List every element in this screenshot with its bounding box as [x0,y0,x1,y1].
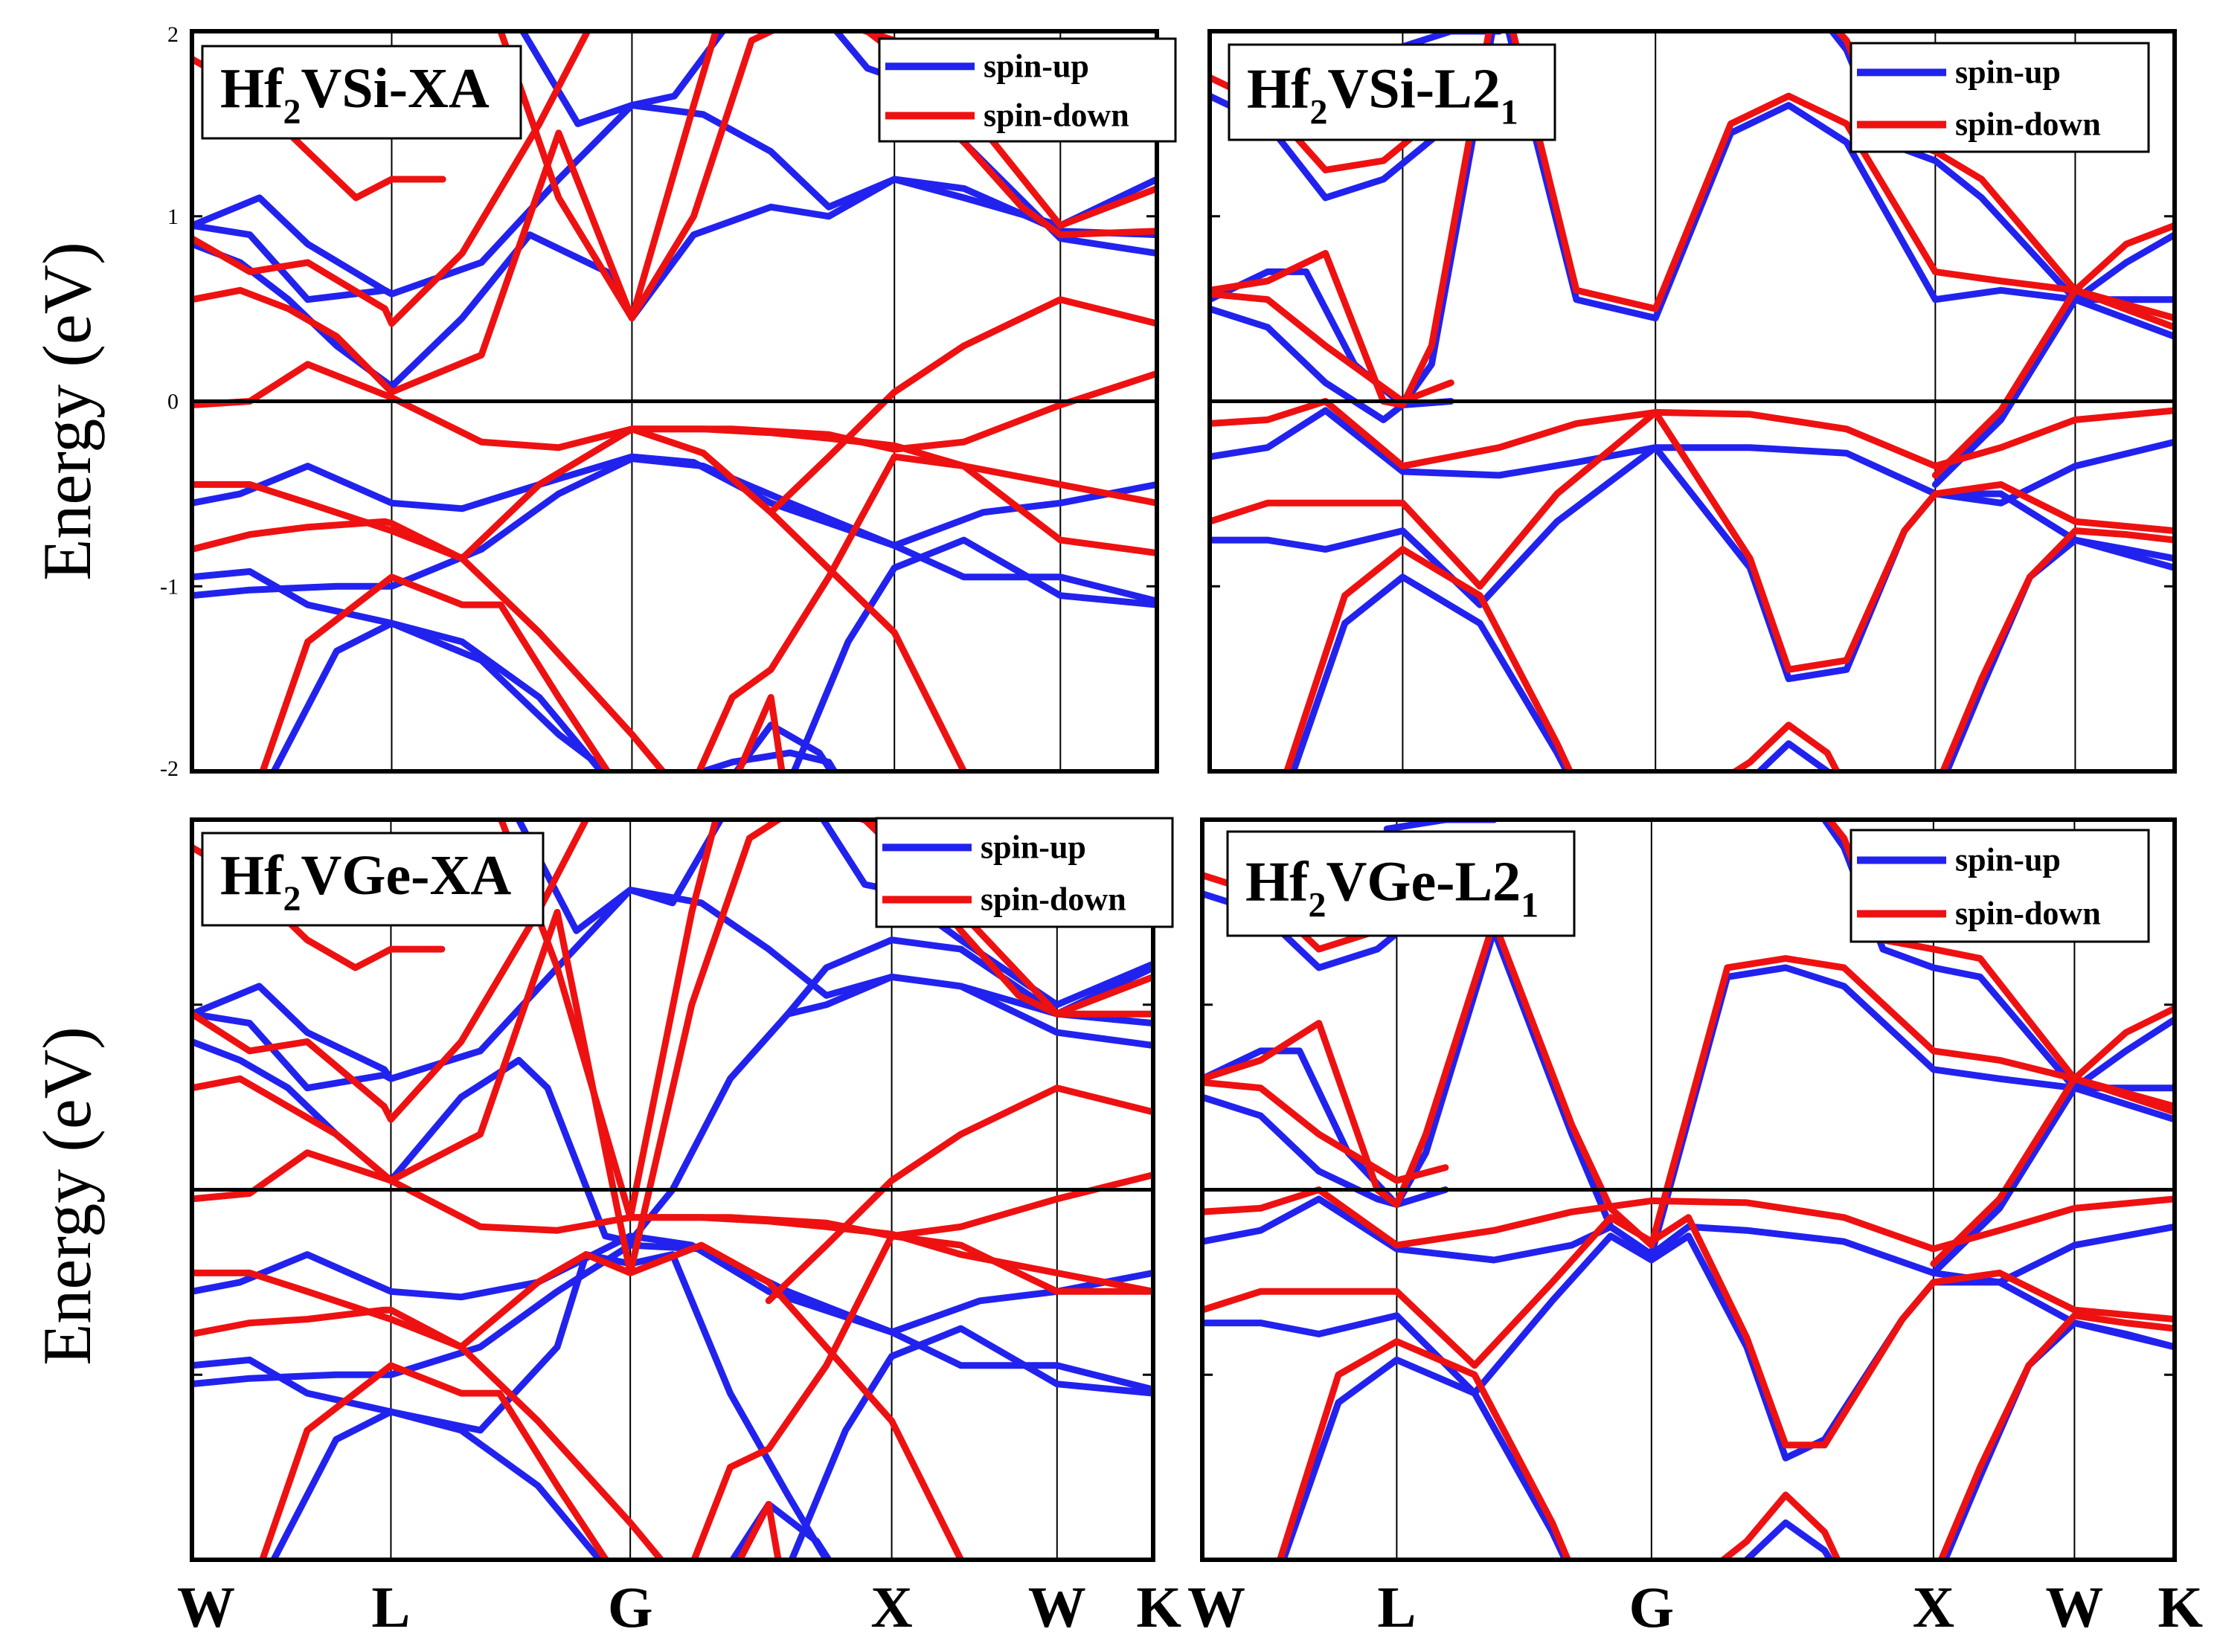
spin-up-band [1289,573,1571,771]
spin-up-band [192,568,835,771]
spin-up-band [1202,927,2175,1259]
legend-label: spin-up [1955,54,2061,90]
band-panel-2: Hf2VSi-L21 spin-up spin-down [1207,29,2177,774]
spin-down-band [1272,1338,1572,1560]
kpoint-label: L [1377,1575,1416,1639]
spin-down-band [497,31,719,322]
kpoint-label: L [371,1575,410,1639]
spin-down-band [1931,222,2175,479]
spin-down-band [259,573,786,771]
panel-title: Hf2VSi-L21 [1228,43,1556,141]
y-tick-label: 1 [167,205,179,229]
spin-up-band [1383,820,1498,832]
spin-down-band [1202,1214,2175,1449]
legend-label: spin-down [984,97,1129,134]
spin-up-band [1210,268,1454,408]
spin-down-band [192,425,971,771]
spin-up-band [192,453,1157,605]
legend-label: spin-down [1955,106,2101,143]
y-tick-label: -2 [160,756,179,781]
svg-text:Hf2VSi-L21: Hf2VSi-L21 [1247,57,1518,132]
spin-down-band [192,31,591,327]
spin-up-band [192,194,395,298]
kpoint-label: W [1187,1575,1245,1639]
spin-down-band [192,1269,666,1560]
kpoint-label: K [2158,1575,2203,1639]
kpoint-label: G [1629,1575,1674,1639]
spin-up-band [1202,1047,1449,1208]
spin-down-band [1939,527,2175,771]
spin-up-band [1941,1320,2175,1560]
kpoint-label: G [608,1575,653,1639]
spin-up-band [192,1232,1153,1393]
spin-up-band [1740,1519,1835,1560]
legend-label: spin-down [981,881,1126,918]
y-tick-label: 2 [167,22,179,47]
kpoint-label: W [177,1575,235,1639]
svg-text:Hf2VSi-XA: Hf2VSi-XA [220,57,490,132]
kpoint-label: X [870,1575,912,1639]
spin-down-band [1937,1312,2175,1560]
kpoint-label: W [1028,1575,1086,1639]
svg-text:Hf2VGe-L21: Hf2VGe-L21 [1245,850,1539,925]
spin-down-band [1729,721,1841,771]
spin-up-band [1931,231,2175,488]
kpoint-label: X [1913,1575,1954,1639]
spin-down-band [626,1214,1153,1295]
bands [192,31,1157,771]
spin-up-band [1280,1356,1569,1560]
spin-up-band [270,620,838,771]
spin-down-band [1930,1005,2175,1267]
legend-label: spin-up [981,829,1086,865]
spin-up-band [192,1356,833,1560]
legend: spin-up spin-down [1850,829,2150,943]
spin-down-band [1202,1079,1449,1184]
spin-down-band [695,453,1157,771]
spin-down-band [1718,1491,1841,1560]
spin-down-band [1210,290,1454,405]
panel-title: Hf2VGe-XA [201,832,545,927]
spin-up-band [1930,1016,2175,1276]
legend: spin-up spin-down [875,817,1174,928]
spin-up-band [192,1241,1153,1388]
spin-up-band [790,536,1157,771]
legend-label: spin-up [1955,842,2061,878]
svg-text:Hf2VGe-XA: Hf2VGe-XA [220,844,511,919]
spin-down-band [767,296,1157,516]
kpoint-label: W [2045,1575,2103,1639]
spin-up-band [788,1325,1153,1560]
spin-up-band [192,983,394,1082]
spin-down-band [1202,918,2175,1249]
spin-down-band [192,361,1157,453]
kpoint-label: K [1136,1575,1181,1639]
legend: spin-up spin-down [878,37,1177,143]
panel-title: Hf2VSi-XA [201,45,522,140]
spin-up-band [519,31,728,127]
spin-down-band [1210,31,2175,408]
spin-down-band [1279,546,1574,771]
spin-up-band [1943,536,2175,771]
legend-label: spin-down [1955,896,2101,932]
spin-down-band [258,1362,782,1560]
spin-up-band [1210,444,2175,683]
y-tick-label: -1 [160,574,179,599]
y-tick-label: 0 [167,390,179,414]
spin-down-band [1210,408,2175,673]
spin-down-band [192,481,667,771]
spin-up-band [1389,31,1503,54]
legend-label: spin-up [984,48,1089,84]
legend: spin-up spin-down [1850,42,2150,153]
spin-down-band [628,425,1157,507]
band-panel-1: 2 1 0 -1 -2 Hf2VSi-XA spin-up spin-down [160,22,1177,781]
spin-up-band [515,820,725,934]
spin-down-band [765,1084,1153,1305]
spin-up-band [1754,740,1832,771]
spin-down-band [192,1241,968,1560]
spin-down-band [690,1232,1153,1560]
spin-down-band [192,820,590,1123]
panel-title: Hf2VGe-L21 [1226,830,1576,937]
